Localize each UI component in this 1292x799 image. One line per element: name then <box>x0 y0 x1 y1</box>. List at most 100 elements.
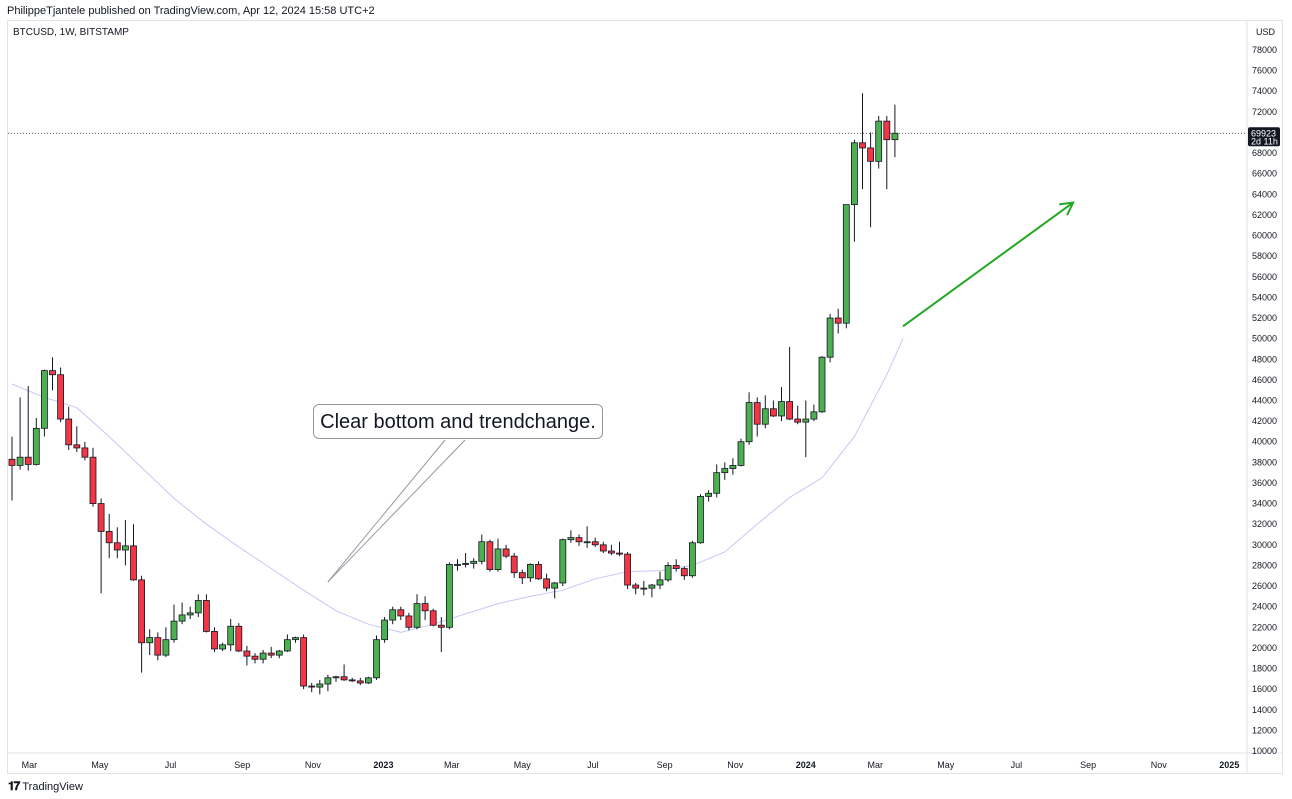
candle-body[interactable] <box>57 374 64 420</box>
candle-body[interactable] <box>794 418 802 423</box>
candle-body[interactable] <box>705 492 712 497</box>
candle-body[interactable] <box>721 468 729 474</box>
candle-body[interactable] <box>616 552 623 555</box>
candle-body[interactable] <box>859 142 866 149</box>
candle-body[interactable] <box>802 418 810 423</box>
candle-body[interactable] <box>243 650 251 657</box>
candle-body[interactable] <box>227 625 235 646</box>
candle-body[interactable] <box>608 550 615 554</box>
candle-body[interactable] <box>178 614 186 622</box>
candle-body[interactable] <box>429 610 437 626</box>
candle-body[interactable] <box>672 565 680 569</box>
candle-body[interactable] <box>138 579 146 644</box>
candle-body[interactable] <box>462 562 470 565</box>
candle-body[interactable] <box>170 620 178 641</box>
candle-body[interactable] <box>332 676 340 679</box>
candle-body[interactable] <box>632 584 640 589</box>
candle-body[interactable] <box>202 600 210 632</box>
candle-body[interactable] <box>373 639 380 679</box>
candle-body[interactable] <box>381 619 389 641</box>
candle-body[interactable] <box>186 612 194 616</box>
candle-body[interactable] <box>559 539 567 584</box>
candle-body[interactable] <box>389 609 397 621</box>
candle-body[interactable] <box>211 631 218 650</box>
candle-body[interactable] <box>826 317 834 358</box>
candle-body[interactable] <box>680 568 688 577</box>
candle-body[interactable] <box>437 624 445 628</box>
candle-body[interactable] <box>97 503 105 532</box>
candle-body[interactable] <box>518 572 526 579</box>
candle-body[interactable] <box>761 408 769 425</box>
candle-body[interactable] <box>397 609 405 617</box>
candle-body[interactable] <box>251 655 259 660</box>
candle-body[interactable] <box>648 584 656 589</box>
candle-body[interactable] <box>624 553 631 586</box>
candle-body[interactable] <box>194 600 202 614</box>
candle-body[interactable] <box>745 402 753 443</box>
candle-body[interactable] <box>65 418 73 446</box>
candle-body[interactable] <box>591 541 599 546</box>
candle-body[interactable] <box>324 677 332 685</box>
candle-body[interactable] <box>842 204 850 324</box>
candle-body[interactable] <box>49 370 56 376</box>
candle-body[interactable] <box>32 427 40 465</box>
candle-body[interactable] <box>73 444 81 449</box>
candle-body[interactable] <box>259 652 267 660</box>
candle-body[interactable] <box>851 142 858 206</box>
candle-body[interactable] <box>567 537 575 541</box>
candle-body[interactable] <box>308 685 316 688</box>
candle-body[interactable] <box>697 495 704 544</box>
annotation-callout[interactable]: Clear bottom and trendchange. <box>313 404 603 439</box>
candle-body[interactable] <box>146 637 154 644</box>
candle-body[interactable] <box>713 472 721 494</box>
candle-body[interactable] <box>300 637 308 687</box>
candle-body[interactable] <box>535 564 542 580</box>
candle-body[interactable] <box>891 132 899 141</box>
candle-body[interactable] <box>575 537 583 543</box>
candle-body[interactable] <box>640 587 648 590</box>
candle-body[interactable] <box>16 456 24 466</box>
candle-body[interactable] <box>478 541 486 562</box>
candle-body[interactable] <box>348 679 356 682</box>
candle-body[interactable] <box>729 465 737 469</box>
candle-body[interactable] <box>316 683 324 688</box>
candle-body[interactable] <box>502 548 510 557</box>
candle-body[interactable] <box>664 565 672 581</box>
candle-body[interactable] <box>778 401 785 417</box>
candle-body[interactable] <box>786 401 793 420</box>
candle-body[interactable] <box>445 564 453 628</box>
candle-body[interactable] <box>883 120 891 141</box>
candle-body[interactable] <box>818 356 826 413</box>
candle-body[interactable] <box>656 579 664 586</box>
symbol-label[interactable]: BTCUSD, 1W, BITSTAMP <box>13 27 129 38</box>
candle-body[interactable] <box>267 652 275 656</box>
candle-body[interactable] <box>41 370 48 429</box>
tradingview-brand[interactable]: 𝟏𝟕 TradingView <box>8 779 83 794</box>
candle-body[interactable] <box>81 447 89 458</box>
candle-body[interactable] <box>689 542 696 577</box>
candle-body[interactable] <box>356 680 364 684</box>
candle-body[interactable] <box>105 531 113 544</box>
candle-body[interactable] <box>154 637 162 656</box>
candle-body[interactable] <box>543 578 550 589</box>
candle-body[interactable] <box>113 542 121 551</box>
candle-body[interactable] <box>834 317 842 324</box>
candle-body[interactable] <box>867 147 874 162</box>
candle-body[interactable] <box>292 637 299 641</box>
candle-body[interactable] <box>599 544 607 552</box>
candle-body[interactable] <box>510 555 518 574</box>
candle-body[interactable] <box>810 411 818 420</box>
candle-body[interactable] <box>89 456 97 504</box>
candle-body[interactable] <box>8 458 16 466</box>
candle-body[interactable] <box>527 564 534 579</box>
candle-body[interactable] <box>340 676 348 681</box>
candle-body[interactable] <box>405 615 413 628</box>
candle-body[interactable] <box>583 541 591 544</box>
candle-body[interactable] <box>235 625 243 652</box>
candle-body[interactable] <box>162 639 170 656</box>
candle-body[interactable] <box>122 545 129 551</box>
candle-body[interactable] <box>413 603 421 628</box>
candle-body[interactable] <box>24 456 32 465</box>
candle-body[interactable] <box>470 560 478 564</box>
